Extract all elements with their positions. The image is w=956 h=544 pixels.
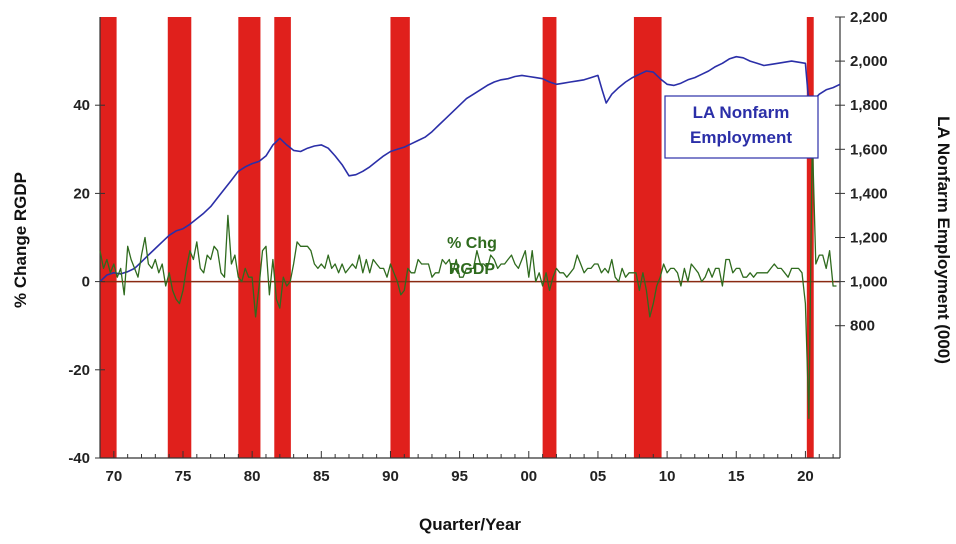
left-tick-label: 40 [73,97,90,114]
left-tick-label: 0 [82,274,90,291]
right-tick-label: 2,000 [850,53,888,70]
recession-band-1 [100,17,117,458]
x-tick-label: 20 [797,468,814,485]
x-tick-label: 75 [175,468,192,485]
recession-band-5 [390,17,410,458]
right-tick-label: 1,600 [850,141,888,158]
recession-band-2 [167,17,192,458]
x-tick-label: 00 [520,468,537,485]
right-tick-label: 2,200 [850,9,888,26]
right-tick-label: 1,800 [850,97,888,114]
x-tick-label: 05 [590,468,607,485]
series-line-rgdp [99,135,837,419]
left-axis-title: % Change RGDP [11,172,30,308]
recession-band-3 [238,17,261,458]
rgdp-callout-label: RGDP [449,261,496,278]
rgdp-callout-label: % Chg [447,235,497,252]
left-tick-label: -40 [68,450,90,467]
recession-band-8 [806,17,814,458]
left-tick-label: -20 [68,362,90,379]
x-axis-ticks: 70 75 80 85 90 95 00 05 10 15 20 [99,451,834,485]
employment-callout-box [664,95,819,159]
recession-band-4 [274,17,291,458]
recession-bands [100,17,814,458]
x-tick-label: 15 [728,468,745,485]
annotations: LA Nonfarm Employment % Chg RGDP [447,95,819,278]
right-tick-label: 1,200 [850,230,888,247]
x-tick-label: 70 [105,468,122,485]
x-tick-label: 85 [313,468,330,485]
right-axis-ticks: 2,200 2,000 1,800 1,600 1,400 1,200 1,000 800 [835,9,888,335]
x-tick-label: 80 [244,468,261,485]
x-tick-label: 90 [382,468,399,485]
employment-callout-label: LA Nonfarm [693,103,790,122]
series-lines [99,55,841,419]
left-axis-ticks: 40 20 0 -20 -40 [68,97,105,467]
recession-band-6 [542,17,557,458]
right-axis-title: LA Nonfarm Employment (000) [934,116,953,364]
employment-callout-label: Employment [690,128,792,147]
right-tick-label: 1,000 [850,274,888,291]
x-axis-title: Quarter/Year [419,515,521,534]
left-tick-label: 20 [73,185,90,202]
x-tick-label: 10 [659,468,676,485]
series-line-employment [99,55,841,283]
right-tick-label: 800 [850,318,875,335]
x-tick-label: 95 [451,468,468,485]
right-tick-label: 1,400 [850,185,888,202]
recession-band-7 [633,17,662,458]
